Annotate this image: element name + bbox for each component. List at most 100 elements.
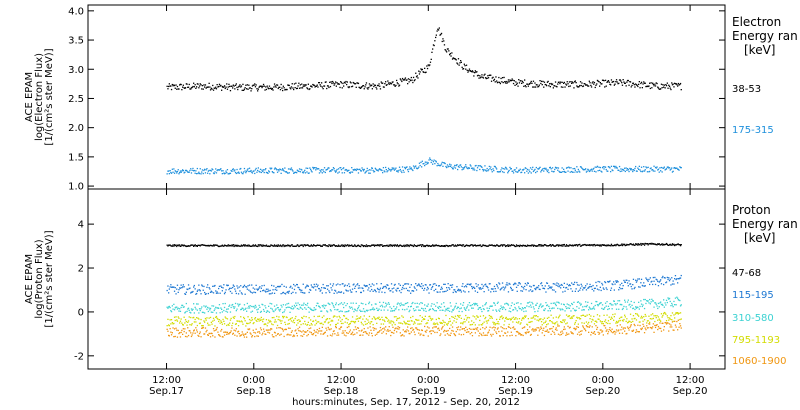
data-point <box>664 169 666 171</box>
data-point <box>228 83 230 85</box>
data-point <box>662 322 664 324</box>
data-point <box>476 285 478 288</box>
data-point <box>547 169 549 171</box>
data-point <box>567 83 569 85</box>
data-point <box>563 303 565 305</box>
data-point <box>251 335 254 337</box>
data-point <box>582 85 584 88</box>
data-point <box>585 84 587 86</box>
data-point <box>385 287 387 289</box>
data-point <box>249 321 251 324</box>
data-point <box>361 323 363 325</box>
data-point <box>593 81 596 84</box>
data-point <box>215 316 217 318</box>
electron-ytick-label: 4.0 <box>68 6 84 17</box>
data-point <box>518 169 520 171</box>
data-point <box>218 245 220 248</box>
data-point <box>483 169 485 171</box>
data-point <box>379 244 382 246</box>
data-point <box>523 318 525 320</box>
data-point <box>193 245 195 247</box>
data-point <box>521 82 523 84</box>
data-point <box>182 169 184 171</box>
data-point <box>388 303 390 305</box>
data-point <box>521 309 523 311</box>
data-point <box>571 82 573 84</box>
data-point <box>257 318 259 320</box>
data-point <box>282 292 284 294</box>
data-point <box>579 166 582 168</box>
data-point <box>553 245 555 247</box>
data-point <box>610 287 613 289</box>
data-point <box>339 317 341 319</box>
data-point <box>579 84 581 87</box>
data-point <box>618 329 620 331</box>
data-point <box>254 304 257 307</box>
data-point <box>291 244 293 246</box>
data-point <box>489 305 491 308</box>
data-point <box>475 327 477 329</box>
data-point <box>600 329 602 331</box>
data-point <box>336 245 338 247</box>
data-point <box>514 282 516 284</box>
data-point <box>204 327 207 329</box>
data-point <box>308 311 310 313</box>
data-point <box>198 322 201 325</box>
data-point <box>494 304 496 306</box>
data-point <box>354 169 357 171</box>
data-point <box>492 245 494 247</box>
data-point <box>595 84 597 86</box>
data-point <box>608 281 610 283</box>
data-point <box>542 80 544 83</box>
data-point <box>496 285 499 287</box>
data-point <box>479 315 482 317</box>
data-point <box>309 167 311 169</box>
data-point <box>640 166 643 168</box>
data-point <box>675 244 677 246</box>
data-point <box>493 302 496 304</box>
data-point <box>598 318 600 320</box>
data-point <box>358 317 360 319</box>
data-point <box>274 288 276 291</box>
data-point <box>582 244 584 246</box>
data-point <box>554 333 556 335</box>
data-point <box>560 287 562 289</box>
data-point <box>657 307 659 310</box>
data-point <box>555 85 557 88</box>
data-point <box>627 79 629 82</box>
data-point <box>205 293 207 295</box>
data-point <box>306 87 308 89</box>
data-point <box>599 329 601 331</box>
data-point <box>653 315 655 317</box>
data-point <box>198 244 201 247</box>
data-point <box>378 244 380 246</box>
data-point <box>619 244 621 246</box>
data-point <box>410 306 412 308</box>
data-point <box>215 86 217 88</box>
data-point <box>259 319 262 321</box>
data-point <box>191 86 193 89</box>
data-point <box>679 277 681 279</box>
data-point <box>420 323 422 325</box>
data-point <box>464 291 466 293</box>
data-point <box>529 304 532 306</box>
data-point <box>526 83 528 85</box>
data-point <box>224 331 226 333</box>
data-point <box>248 318 251 321</box>
data-point <box>562 86 564 88</box>
data-point <box>206 86 208 88</box>
data-point <box>501 287 503 289</box>
data-point <box>333 84 335 86</box>
data-point <box>454 289 456 291</box>
data-point <box>327 167 329 169</box>
data-point <box>665 168 667 170</box>
data-point <box>604 319 607 321</box>
data-point <box>506 168 508 170</box>
data-point <box>560 331 562 333</box>
data-point <box>568 315 571 317</box>
data-point <box>601 244 603 246</box>
data-point <box>187 321 189 323</box>
data-point <box>560 333 563 336</box>
data-point <box>517 284 519 286</box>
data-point <box>249 170 251 173</box>
